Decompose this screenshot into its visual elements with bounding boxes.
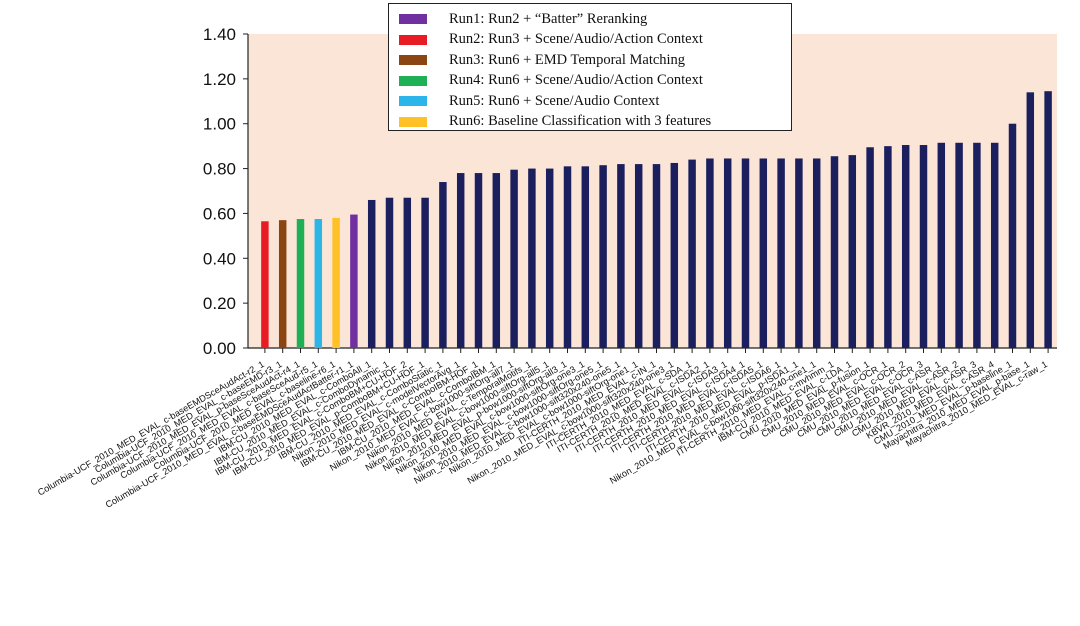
bar [741, 158, 750, 348]
legend-label: Run3: Run6 + EMD Temporal Matching [449, 51, 686, 68]
bar [848, 155, 857, 348]
bar [296, 219, 305, 348]
legend-item: Run3: Run6 + EMD Temporal Matching [399, 50, 781, 71]
bar [421, 197, 429, 348]
bar [403, 197, 412, 348]
legend-item: Run4: Run6 + Scene/Audio/Action Context [399, 71, 781, 92]
bar [528, 168, 536, 348]
bar [385, 197, 394, 348]
bar [670, 162, 679, 348]
bar [937, 142, 946, 348]
bar [1044, 91, 1052, 348]
y-tick-label: 1.00 [203, 115, 236, 134]
bar [314, 219, 323, 348]
bars [261, 91, 1052, 348]
bar [261, 221, 269, 348]
bar [1008, 123, 1017, 348]
bar [545, 168, 554, 348]
x-tick-labels: Columbia-UCF_2010_MED_EVAL_c-baseEMDSceA… [36, 359, 1049, 510]
bar [332, 217, 340, 348]
legend-swatch [399, 34, 427, 45]
legend-item: Run1: Run2 + “Batter” Reranking [399, 9, 781, 30]
bar [1026, 92, 1035, 348]
legend-swatch [399, 55, 427, 66]
bar [688, 159, 696, 348]
bar [919, 145, 928, 348]
bar [367, 199, 376, 348]
bar [634, 164, 643, 348]
legend-label: Run1: Run2 + “Batter” Reranking [449, 10, 648, 27]
bar [278, 220, 287, 348]
bar [866, 147, 874, 348]
bar [492, 173, 501, 348]
bar [830, 156, 839, 348]
legend-swatch [399, 75, 427, 86]
bar [581, 166, 590, 348]
bar [474, 173, 483, 348]
bar [955, 142, 963, 348]
bar [901, 145, 910, 348]
y-tick-label: 1.20 [203, 70, 236, 89]
legend-item: Run5: Run6 + Scene/Audio Context [399, 91, 781, 112]
y-tick-label: 1.40 [203, 25, 236, 44]
legend: Run1: Run2 + “Batter” Reranking Run2: Run… [388, 3, 792, 131]
legend-label: Run4: Run6 + Scene/Audio/Action Context [449, 72, 703, 89]
bar [759, 158, 768, 348]
bar [723, 158, 732, 348]
bar [706, 158, 714, 348]
y-tick-label: 0.00 [203, 339, 236, 358]
bar [812, 158, 821, 348]
legend-label: Run2: Run3 + Scene/Audio/Action Context [449, 31, 703, 48]
legend-label: Run5: Run6 + Scene/Audio Context [449, 92, 660, 109]
bar [599, 165, 607, 348]
bar [510, 169, 518, 348]
y-tick-label: 0.40 [203, 249, 236, 268]
bar [990, 142, 999, 348]
y-tick-label: 0.60 [203, 204, 236, 223]
bar [973, 142, 981, 348]
legend-swatch [399, 14, 427, 25]
legend-item: Run2: Run3 + Scene/Audio/Action Context [399, 30, 781, 51]
bar [617, 164, 625, 348]
bar [563, 166, 572, 348]
legend-item: Run6: Baseline Classification with 3 fea… [399, 112, 781, 133]
y-tick-label: 0.20 [203, 294, 236, 313]
bar [777, 158, 785, 348]
bar [795, 158, 803, 348]
bar [456, 173, 465, 348]
bar [350, 214, 358, 348]
legend-label: Run6: Baseline Classification with 3 fea… [449, 113, 712, 130]
bar [439, 182, 447, 348]
legend-swatch [399, 96, 427, 107]
legend-swatch [399, 116, 427, 127]
bar [884, 146, 892, 348]
bar [652, 164, 661, 348]
y-tick-labels: 0.00 0.20 0.40 0.60 0.80 1.00 1.20 1.40 [203, 25, 236, 358]
y-tick-label: 0.80 [203, 160, 236, 179]
